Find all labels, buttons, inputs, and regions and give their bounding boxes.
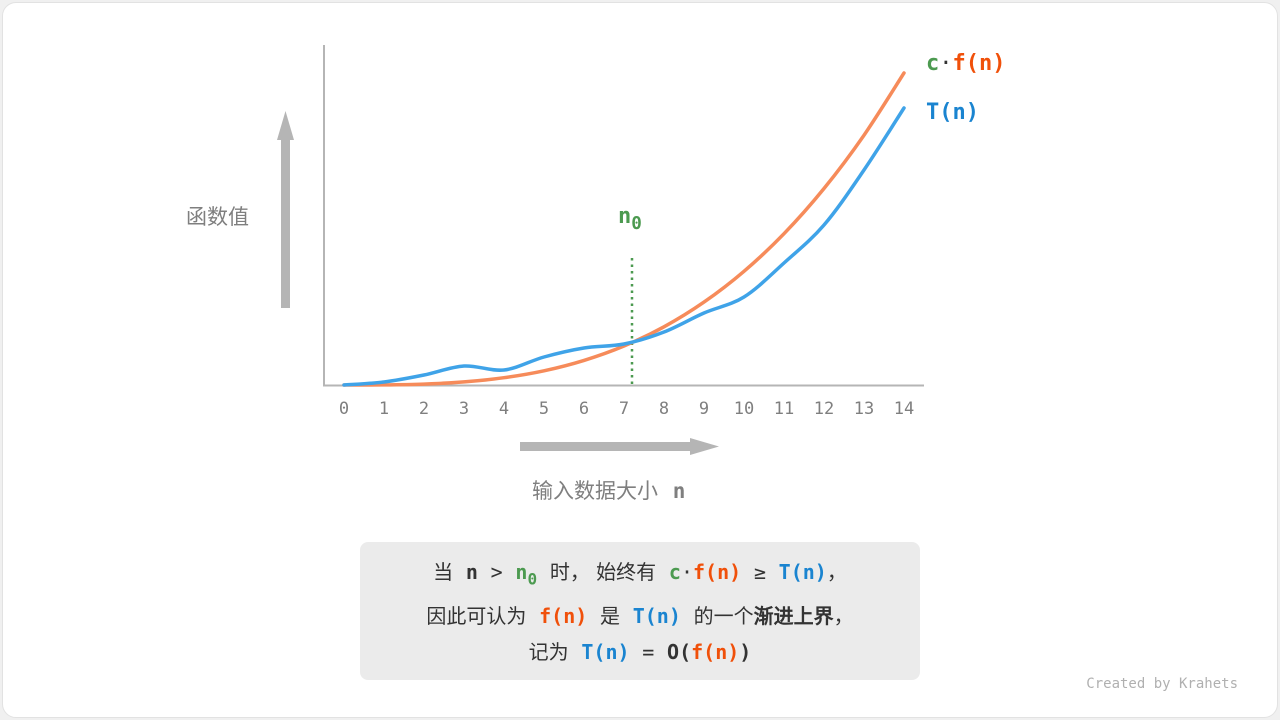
x-axis-label: 输入数据大小 n: [532, 475, 685, 505]
text: 是: [600, 603, 620, 628]
x-tick-label: 12: [814, 399, 834, 419]
legend-c: c: [926, 51, 940, 76]
caption-box: 当 n > n0 时， 始终有 c·f(n) ≥ T(n)， 因此可认为 f(n…: [360, 542, 920, 680]
math-eq: =: [642, 639, 655, 664]
math-f: f(n): [693, 560, 742, 584]
y-axis-label: 函数值: [186, 205, 249, 229]
x-arrow-icon: [520, 438, 719, 455]
math-f: f(n): [539, 603, 588, 628]
text: 因此可认为: [426, 603, 527, 628]
legend-cf: c·f(n): [926, 51, 1005, 76]
n0-base: n: [515, 560, 528, 584]
x-tick-label: 4: [499, 399, 509, 419]
x-tick-label: 1: [379, 399, 389, 419]
math-c: c: [668, 560, 681, 584]
math-n: n: [465, 560, 478, 584]
x-tick-label: 14: [894, 399, 914, 419]
credit: Created by Krahets: [1086, 676, 1238, 692]
caption-line-2: 因此可认为 f(n) 是 T(n) 的一个渐进上界，: [360, 598, 920, 634]
n0-label: n0: [618, 204, 642, 234]
x-tick-label: 9: [699, 399, 709, 419]
text: ，: [826, 560, 847, 584]
math-f: f(n): [691, 639, 740, 664]
x-tick-label: 2: [419, 399, 429, 419]
x-tick-label: 11: [774, 399, 794, 419]
legend-t: T(n): [926, 100, 979, 125]
caption-line-3: 记为 T(n) = O(f(n)): [360, 634, 920, 670]
y-arrow-icon: [277, 111, 294, 308]
math-gt: >: [490, 560, 503, 584]
series-line-cf: [342, 71, 906, 387]
text: 当: [433, 560, 454, 584]
n0-base: n: [618, 204, 632, 229]
math-t: T(n): [581, 639, 630, 664]
x-tick-label: 7: [619, 399, 629, 419]
x-tick-label: 6: [579, 399, 589, 419]
x-tick-label: 0: [339, 399, 349, 419]
text: 的一个: [693, 603, 754, 628]
x-axis-var: n: [672, 479, 686, 503]
x-tick-label: 8: [659, 399, 669, 419]
x-tick-label: 13: [854, 399, 874, 419]
n0-sub: 0: [631, 214, 642, 235]
x-axis-label-text: 输入数据大小: [532, 479, 658, 503]
math-t: T(n): [778, 560, 827, 584]
n0-sub: 0: [527, 569, 538, 589]
x-tick-label: 3: [459, 399, 469, 419]
math-ge: ≥: [753, 560, 766, 584]
math-t: T(n): [632, 603, 681, 628]
math-n0: n0: [515, 560, 537, 589]
text: 时， 始终有: [549, 560, 657, 584]
series-line-t: [342, 106, 906, 387]
bold-text: 渐进上界: [753, 603, 834, 628]
text: 记为: [528, 639, 569, 664]
math-close: ): [739, 639, 752, 664]
legend-dot: ·: [939, 51, 953, 76]
caption-line-1: 当 n > n0 时， 始终有 c·f(n) ≥ T(n)，: [360, 554, 920, 598]
x-tick-label: 10: [734, 399, 754, 419]
math-o: O(: [667, 639, 692, 664]
math-dot: ·: [680, 560, 693, 584]
legend-f: f(n): [952, 51, 1006, 76]
text: ，: [833, 603, 854, 628]
x-tick-label: 5: [539, 399, 549, 419]
